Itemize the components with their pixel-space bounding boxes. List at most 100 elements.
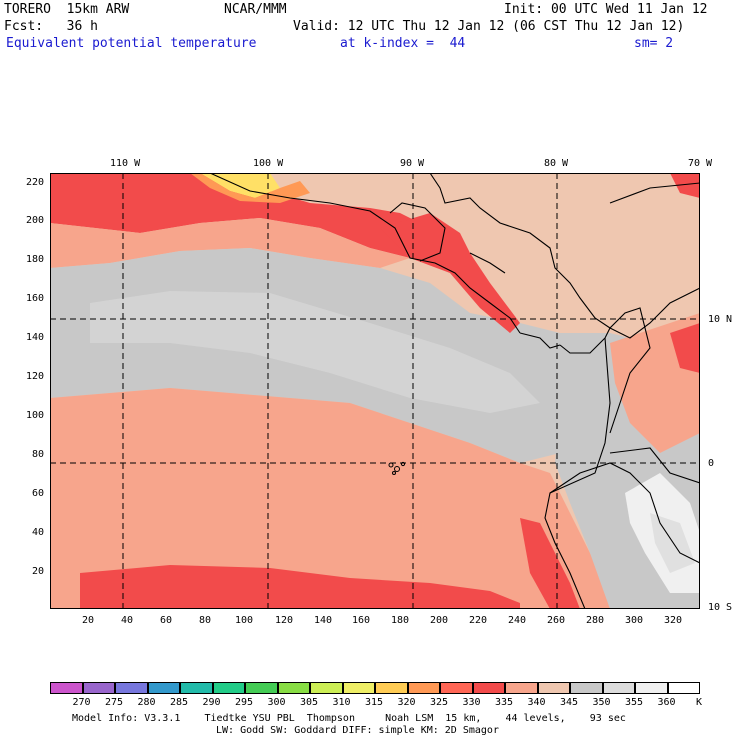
colorbar-swatch — [147, 682, 180, 694]
colorbar-level-label: 275 — [105, 697, 124, 708]
hot-spot-mexico — [200, 173, 280, 198]
colorbar-level-label: 340 — [527, 697, 546, 708]
y-tick: 220 — [26, 177, 45, 188]
lat-label-10s: 10 S — [708, 602, 733, 613]
colorbar-swatch — [440, 682, 473, 694]
model-label: TORERO 15km ARW — [4, 2, 130, 17]
lat-label-0: 0 — [708, 458, 715, 469]
lon-label-70w: 70 W — [688, 158, 713, 169]
andes-highlands-gray — [650, 513, 695, 573]
colorbar-level-label: 315 — [365, 697, 384, 708]
lat-lon-grid — [50, 173, 700, 609]
colorbar-level-label: 280 — [137, 697, 156, 708]
colorbar-swatch — [505, 682, 538, 694]
colorbar-level-label: 335 — [495, 697, 514, 708]
warm-band-west — [50, 218, 410, 268]
colorbar-swatch — [277, 682, 310, 694]
colorbar-level-label: 300 — [267, 697, 286, 708]
y-tick: 20 — [32, 566, 45, 577]
org-label: NCAR/MMM — [224, 2, 287, 17]
colorbar-swatch — [570, 682, 603, 694]
colorbar-swatch — [375, 682, 408, 694]
galapagos-islands — [388, 461, 406, 475]
field-title: Equivalent potential temperature — [6, 36, 257, 51]
colorbar-level-label: 285 — [170, 697, 189, 708]
y-tick: 200 — [26, 215, 45, 226]
x-tick: 140 — [314, 615, 333, 626]
valid-time: Valid: 12 UTC Thu 12 Jan 12 (06 CST Thu … — [293, 19, 685, 34]
colorbar-swatch — [245, 682, 278, 694]
warm-band-south — [50, 388, 610, 609]
lon-label-90w: 90 W — [400, 158, 425, 169]
lat-label-10n: 10 N — [708, 314, 733, 325]
colorbar-swatch — [537, 682, 570, 694]
colorbar-swatch — [115, 682, 148, 694]
x-tick: 260 — [547, 615, 566, 626]
colorbar-swatch — [635, 682, 668, 694]
colorbar-level-label: 350 — [592, 697, 611, 708]
colorbar — [50, 682, 700, 694]
cool-band-inner — [90, 291, 540, 413]
colorbar-level-label: 360 — [657, 697, 676, 708]
colorbar-swatch — [602, 682, 635, 694]
colorbar-level-label: 270 — [72, 697, 91, 708]
x-tick: 80 — [199, 615, 212, 626]
warm-band-northwest — [50, 173, 430, 258]
colorbar-level-label: 295 — [235, 697, 254, 708]
colorbar-level-label: 290 — [202, 697, 221, 708]
lon-label-110w: 110 W — [110, 158, 141, 169]
y-tick: 180 — [26, 254, 45, 265]
x-tick: 320 — [664, 615, 683, 626]
physics-info-line: LW: Godd SW: Goddard DIFF: simple KM: 2D… — [216, 725, 499, 736]
init-time: Init: 00 UTC Wed 11 Jan 12 — [504, 2, 708, 17]
colorbar-swatch — [82, 682, 115, 694]
x-tick: 120 — [275, 615, 294, 626]
colorbar-swatch — [667, 682, 700, 694]
central-america-warm — [380, 213, 520, 333]
x-tick: 180 — [391, 615, 410, 626]
colorbar-level-label: 330 — [462, 697, 481, 708]
y-tick: 40 — [32, 527, 45, 538]
colorbar-level-label: 310 — [332, 697, 351, 708]
colorbar-swatch — [180, 682, 213, 694]
level-label: at k-index = 44 — [340, 36, 466, 51]
y-tick: 120 — [26, 371, 45, 382]
x-tick: 20 — [82, 615, 95, 626]
y-tick: 80 — [32, 449, 45, 460]
colorbar-level-label: 325 — [430, 697, 449, 708]
model-info-line: Model Info: V3.3.1 Tiedtke YSU PBL Thomp… — [72, 713, 626, 724]
lon-label-100w: 100 W — [253, 158, 284, 169]
x-tick: 160 — [352, 615, 371, 626]
x-tick: 280 — [586, 615, 605, 626]
colorbar-labels: 270 275 280 285 290 295 300 305 310 315 320 325 330 3… — [50, 697, 720, 709]
warm-band-southeast-pacific — [80, 565, 520, 609]
colombia-warm — [670, 323, 700, 373]
smoothing-label: sm= 2 — [634, 36, 674, 51]
colorbar-swatch — [472, 682, 505, 694]
y-tick: 140 — [26, 332, 45, 343]
colorbar-swatch — [407, 682, 440, 694]
colorbar-level-label: 305 — [300, 697, 319, 708]
y-tick: 100 — [26, 410, 45, 421]
colorbar-level-label: 345 — [560, 697, 579, 708]
x-tick: 220 — [469, 615, 488, 626]
coastlines — [209, 173, 700, 609]
y-tick: 160 — [26, 293, 45, 304]
x-tick: 60 — [160, 615, 173, 626]
caribbean-warm — [670, 173, 700, 198]
x-tick: 100 — [235, 615, 254, 626]
x-tick: 200 — [430, 615, 449, 626]
forecast-hour: Fcst: 36 h — [4, 19, 98, 34]
x-tick: 240 — [508, 615, 527, 626]
colorbar-level-label: 355 — [625, 697, 644, 708]
colorbar-level-label: 320 — [397, 697, 416, 708]
colorbar-swatch — [342, 682, 375, 694]
warm-band-peru-coast — [520, 518, 580, 609]
y-tick: 60 — [32, 488, 45, 499]
map-frame — [50, 173, 700, 609]
colorbar-unit: K — [696, 697, 703, 708]
colorbar-swatch — [212, 682, 245, 694]
x-tick: 40 — [121, 615, 134, 626]
x-tick: 300 — [625, 615, 644, 626]
hot-spot-mexico-edge — [190, 173, 310, 203]
